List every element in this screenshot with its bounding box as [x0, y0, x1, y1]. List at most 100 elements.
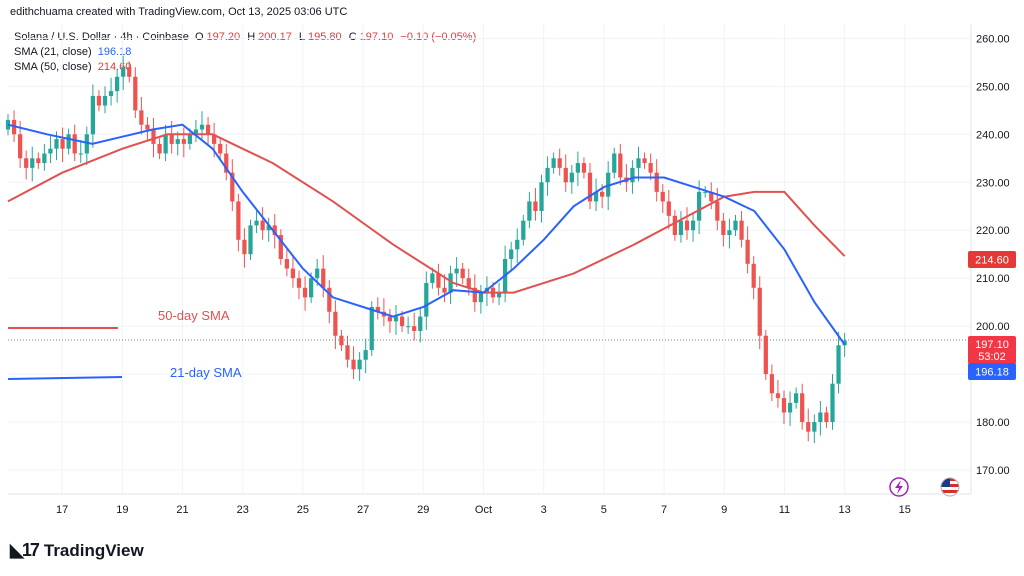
candle-body — [460, 268, 465, 279]
candle-body — [302, 287, 308, 298]
candle-body — [18, 134, 23, 159]
candle-body — [587, 172, 593, 202]
candle-body — [800, 393, 805, 423]
candle-body — [775, 393, 781, 399]
time-tick-label: 21 — [176, 504, 188, 516]
legend-sma21-label: SMA (21, close) — [14, 46, 92, 58]
candle-body — [539, 182, 544, 212]
tradingview-mark-icon: ◣17 — [10, 540, 40, 560]
candle-body — [48, 148, 53, 154]
candle-body — [315, 268, 320, 279]
candle-body — [575, 163, 580, 173]
candle-body — [642, 158, 647, 164]
price-tick-label: 180.00 — [976, 417, 1010, 429]
lightning-icon[interactable] — [889, 477, 909, 497]
time-tick-label: 27 — [357, 504, 369, 516]
candle-body — [230, 172, 235, 202]
candle-body — [108, 91, 114, 96]
candle-body — [636, 158, 641, 168]
candle-body — [115, 76, 120, 92]
candle-body — [418, 316, 423, 331]
candle-body — [666, 201, 671, 216]
time-tick-label: 5 — [601, 504, 607, 516]
candle-body — [363, 350, 368, 360]
candle-body — [175, 139, 180, 144]
candle-body — [448, 273, 453, 293]
sma21-badge-bg — [968, 363, 1016, 380]
candle-body — [351, 359, 356, 370]
candle-body — [521, 220, 526, 240]
us-flag-icon[interactable] — [940, 477, 960, 497]
price-tick-label: 240.00 — [976, 129, 1010, 141]
ohlc-open-label: O — [194, 31, 204, 43]
sma21-badge-text: 196.18 — [975, 367, 1009, 379]
price-tick-label: 260.00 — [976, 33, 1010, 45]
candle-body — [157, 143, 162, 154]
price-tick-label: 220.00 — [976, 225, 1010, 237]
sma50-badge-text: 214.60 — [975, 255, 1009, 267]
sma50-price-badge: 214.60 — [968, 251, 1016, 268]
candle-body — [66, 134, 71, 149]
legend-sma21-row: SMA (21, close) 196.18 — [14, 45, 479, 60]
sma50-badge-bg — [968, 251, 1016, 268]
candle-body — [606, 172, 611, 197]
ohlc-high: 200.17 — [258, 31, 292, 43]
ohlc-close-label: C — [348, 31, 357, 43]
candle-body — [72, 134, 77, 154]
candle-body — [618, 153, 623, 178]
candle-body — [127, 67, 132, 77]
candle-body — [309, 278, 314, 298]
candle-body — [393, 316, 399, 322]
candle-body — [42, 153, 47, 164]
candle-body — [24, 158, 29, 168]
candle-body — [593, 191, 599, 202]
time-tick-label: 7 — [661, 504, 667, 516]
candle-body — [151, 129, 156, 144]
candle-body — [321, 268, 326, 288]
time-tick-label: 19 — [116, 504, 128, 516]
candle-body — [145, 124, 150, 130]
candle-body — [715, 201, 720, 221]
candle-body — [284, 259, 289, 269]
candle-body — [745, 239, 750, 264]
candle-body — [697, 191, 702, 221]
candle-body — [557, 158, 562, 168]
candle-body — [278, 235, 283, 259]
candle-body — [102, 95, 108, 106]
legend-sma21-value: 196.18 — [97, 46, 132, 58]
time-tick-label: 11 — [779, 504, 790, 516]
candle-body — [412, 326, 417, 331]
chart-legend: Solana / U.S. Dollar · 4h · Coinbase O 19… — [14, 30, 479, 75]
candle-body — [648, 163, 653, 173]
time-axis[interactable]: 17 19 21 23 25 27 29 Oct 3 5 7 9 11 13 15 — [56, 504, 911, 516]
countdown-text: 53:02 — [978, 351, 1006, 363]
candle-body — [563, 167, 568, 183]
last-price-badge-bg — [968, 336, 1016, 364]
candle-body — [442, 287, 447, 293]
candle-body — [139, 110, 144, 125]
time-tick-label: 9 — [721, 504, 727, 516]
candle-body — [836, 345, 841, 384]
candle-body — [551, 158, 556, 168]
candle-body — [327, 287, 332, 312]
ohlc-change: −0.10 (−0.05%) — [400, 31, 477, 43]
candle-body — [684, 220, 690, 231]
candle-body — [496, 292, 502, 298]
candle-body — [545, 167, 550, 183]
candle-body — [703, 191, 708, 193]
candle-body — [121, 67, 126, 77]
price-tick-label: 230.00 — [976, 177, 1010, 189]
candle-body — [818, 412, 823, 423]
candle-body — [466, 278, 471, 288]
candle-body — [430, 273, 435, 283]
logo-text: TradingView — [43, 540, 144, 560]
last-price-badge-text: 197.10 — [975, 339, 1009, 351]
sma21-sample-line — [7, 376, 123, 380]
candle-body — [721, 220, 726, 236]
candle-body — [727, 230, 732, 236]
candle-body — [84, 134, 89, 154]
time-tick-label: 15 — [899, 504, 911, 516]
candle-body — [224, 153, 229, 173]
candle-body — [199, 124, 205, 130]
